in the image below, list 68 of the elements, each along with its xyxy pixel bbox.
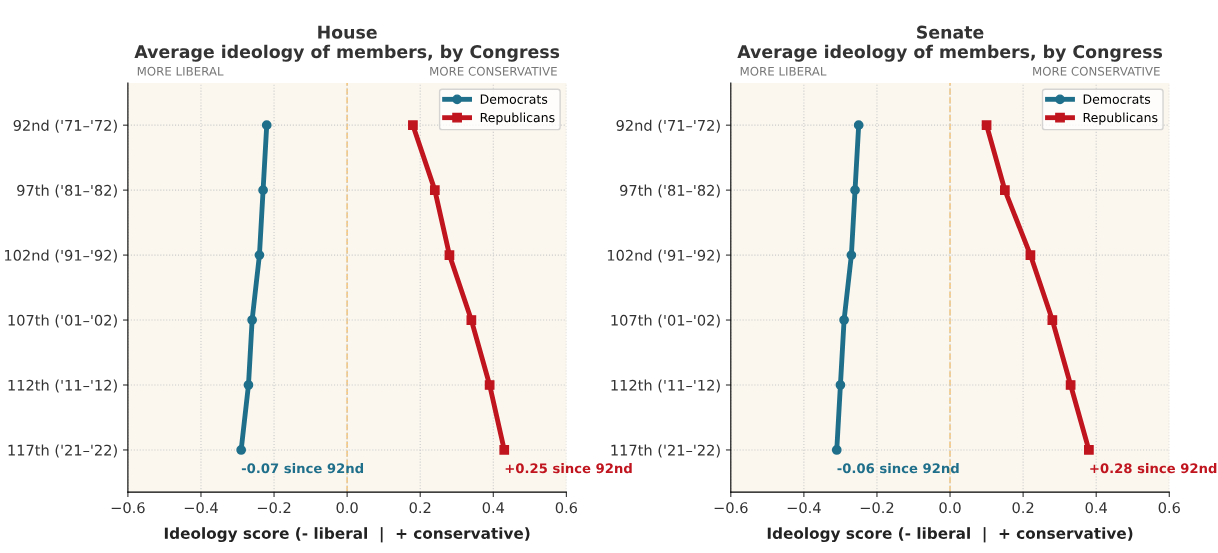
x-tick-label: 0.0 [336,502,358,514]
chart-subtitle: Average ideology of members, by Congress [737,44,1163,62]
point [236,445,247,455]
x-tick-label: −0.4 [184,502,218,514]
point [853,120,864,131]
point [981,120,992,131]
chart-title: House [318,25,377,39]
y-tick-label: 117th ('21–'22) [611,444,720,458]
text: MORE LIBERAL [137,66,224,76]
point [429,185,440,195]
x-tick-label: −0.2 [257,502,291,514]
point [408,120,418,131]
point [247,315,257,325]
x-tick-label: 0.2 [409,502,431,514]
text: MORE LIBERAL [740,66,827,76]
y-tick-label: 102nd ('91–'92) [5,249,117,263]
point [254,250,265,260]
x-tick-label: 0.2 [1012,502,1034,514]
point [261,120,272,131]
y-tick-label: 112th ('11–'12) [8,379,117,393]
y-tick-label: 107th ('01–'02) [8,314,117,328]
text: MORE CONSERVATIVE [1033,66,1160,76]
y-tick-label: 112th ('11–'12) [611,379,720,393]
y-tick-label: 97th ('81–'82) [620,184,720,198]
point [1047,315,1058,325]
point [243,380,254,390]
point [835,380,846,390]
point [831,445,842,455]
point [1065,380,1076,390]
point [499,445,510,455]
legend-label: Democrats [480,94,548,104]
annotation: -0.06 since 92nd [837,463,959,474]
point [258,185,268,195]
x-tick-label: 0.4 [482,502,505,514]
point [1025,250,1036,260]
point [846,250,857,260]
chart-subtitle: Average ideology of members, by Congress [134,44,560,62]
point [850,185,860,195]
point [466,315,477,325]
annotation: +0.25 since 92nd [505,463,632,474]
text: MORE CONSERVATIVE [430,66,557,76]
x-tick-label: −0.2 [860,502,894,514]
x-tick-label: 0.4 [1085,502,1107,514]
y-tick-label: 92nd ('71–'72) [13,119,117,133]
chart-title: Senate [917,25,984,39]
x-tick-label: −0.4 [787,502,821,514]
y-tick-label: 107th ('01–'02) [611,314,720,328]
legend-label: Republicans [1083,112,1158,125]
x-axis-title: Ideology score (- liberal | + conservative) [767,527,1133,543]
point [839,315,849,325]
x-tick-label: 0.6 [1158,502,1180,514]
annotation: +0.28 since 92nd [1090,463,1217,474]
x-tick-label: −0.6 [714,502,748,514]
y-tick-label: 102nd ('91–'92) [607,249,720,263]
x-tick-label: 0.6 [555,502,578,514]
point [444,250,455,260]
annotation: -0.07 since 92nd [241,463,364,474]
x-axis-title: Ideology score (- liberal | + conservative) [164,527,530,543]
point [484,380,495,390]
legend-label: Democrats [1083,94,1151,104]
y-tick-label: 117th ('21–'22) [8,444,117,458]
y-tick-label: 97th ('81–'82) [17,184,117,198]
legend-label: Republicans [480,112,555,125]
point [999,185,1010,195]
point [1084,445,1094,455]
x-tick-label: −0.6 [111,502,145,514]
x-tick-label: 0.0 [939,502,961,514]
y-tick-label: 92nd ('71–'72) [616,119,720,133]
